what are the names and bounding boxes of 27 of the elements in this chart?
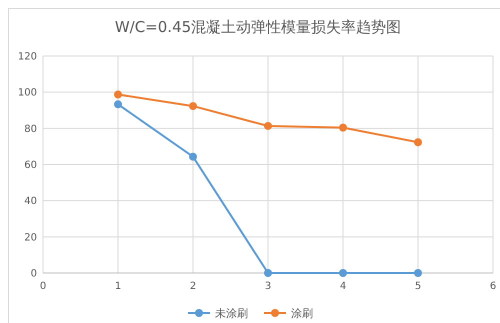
point (189, 152, 197, 161)
y-tick-label: 80 (24, 124, 37, 135)
y-tick-label: 40 (24, 196, 37, 208)
x-tick-label: 1 (114, 281, 122, 292)
legend-label: 未涂刷 (215, 306, 248, 320)
x-tick-label: 2 (190, 281, 196, 292)
point (414, 138, 422, 146)
y-tick-label: 100 (18, 88, 37, 99)
x-tick-label: 5 (414, 281, 422, 292)
point (264, 269, 272, 277)
legend-label: 涂刷 (291, 306, 313, 320)
x-tick-label: 6 (490, 281, 496, 292)
y-tick-label: 20 (24, 232, 37, 244)
y-tick-label: 120 (18, 52, 37, 62)
point (339, 124, 347, 132)
chart-title: W/C=0.45混凝土动弹性模量损失率趋势图 (114, 18, 402, 36)
x-tick-label: 4 (340, 281, 346, 292)
point (414, 269, 422, 277)
point (114, 90, 122, 99)
point (264, 122, 272, 130)
x-tick-label: 0 (40, 281, 46, 292)
point (114, 100, 122, 108)
y-tick-label: 0 (30, 268, 37, 280)
y-tick-label: 60 (24, 160, 37, 171)
point (189, 102, 197, 110)
point (339, 269, 347, 277)
x-tick-label: 3 (264, 281, 272, 292)
